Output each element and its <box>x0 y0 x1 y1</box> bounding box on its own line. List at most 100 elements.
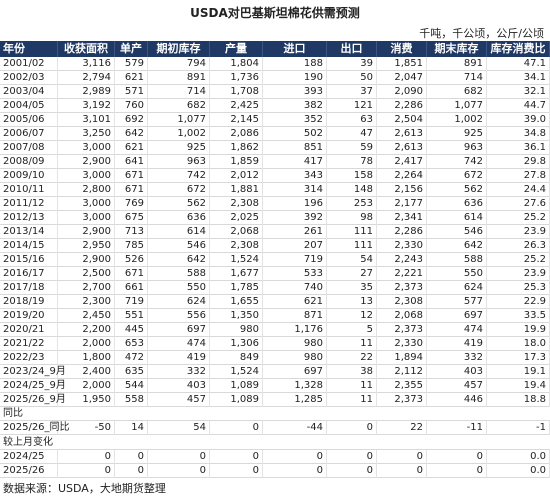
cell: 158 <box>327 169 377 183</box>
cell: 332 <box>427 351 487 365</box>
cell: 47.1 <box>487 57 550 71</box>
cell: 2,156 <box>377 183 427 197</box>
row-label: 2023/24_9月 <box>0 365 66 379</box>
cell: 697 <box>263 365 327 379</box>
cell: 314 <box>263 183 327 197</box>
cell: 714 <box>148 85 210 99</box>
cell: 35 <box>327 281 377 295</box>
cell: 17.3 <box>487 351 550 365</box>
cell: 1,708 <box>210 85 263 99</box>
row-label: 2007/08 <box>0 141 58 155</box>
cell: 2,308 <box>377 295 427 309</box>
cell: -11 <box>427 421 487 435</box>
cell: 3,000 <box>58 211 115 225</box>
row-label: 2024/25 <box>0 450 58 464</box>
cell: 1,800 <box>58 351 115 365</box>
cell: 0.0 <box>487 464 550 478</box>
cell: 148 <box>327 183 377 197</box>
data-row: 2008/09 2,900 641 963 1,859 417 78 2,417 742 29.8 <box>0 155 550 169</box>
cell: 13 <box>327 295 377 309</box>
cell: 22 <box>377 421 427 435</box>
cell: 0 <box>327 421 377 435</box>
data-row: 2014/15 2,950 785 546 2,308 207 111 2,330 642 26.… <box>0 239 550 253</box>
cell: 2,086 <box>210 127 263 141</box>
cell: 25.2 <box>487 211 550 225</box>
cell: 25.3 <box>487 281 550 295</box>
cell: 消费 <box>377 41 427 57</box>
data-row: 2001/02 3,116 579 794 1,804 188 39 1,851 891 47.1 <box>0 57 550 71</box>
cell: 419 <box>148 351 210 365</box>
cell: 2,400 <box>58 365 115 379</box>
cell: 261 <box>263 225 327 239</box>
cell: 78 <box>327 155 377 169</box>
cell: 3,250 <box>58 127 115 141</box>
data-row: 2007/08 3,000 621 925 1,862 851 59 2,613 963 36.1 <box>0 141 550 155</box>
row-label: 2021/22 <box>0 337 58 351</box>
cell: 533 <box>263 267 327 281</box>
cell: 2,989 <box>58 85 115 99</box>
data-row: 2002/03 2,794 621 891 1,736 190 50 2,047 714 34.1 <box>0 71 550 85</box>
cell: 2,700 <box>58 281 115 295</box>
row-label: 2015/16 <box>0 253 58 267</box>
data-row: 2010/11 2,800 671 672 1,881 314 148 2,156 562 24.… <box>0 183 550 197</box>
cell: 2,286 <box>377 99 427 113</box>
cell: 39 <box>327 57 377 71</box>
cell: 2,308 <box>210 239 263 253</box>
data-row: 2024/25_9月 2,000 544 403 1,089 1,328 11 2,355 45… <box>0 379 550 393</box>
cell: 3,000 <box>58 141 115 155</box>
cell: 1,350 <box>210 309 263 323</box>
cell: 11 <box>327 393 377 407</box>
cell: 661 <box>115 281 148 295</box>
data-row: 2020/21 2,200 445 697 980 1,176 5 2,373 474 19.9 <box>0 323 550 337</box>
cell: 474 <box>427 323 487 337</box>
cell: 0 <box>427 450 487 464</box>
units: 千吨，千公顷，公斤/公顷 <box>419 27 544 40</box>
cell: 0 <box>327 450 377 464</box>
cell: 2,417 <box>377 155 427 169</box>
section-label-text: 同比 <box>3 408 23 419</box>
cell: 588 <box>427 253 487 267</box>
cell: 588 <box>148 267 210 281</box>
cell: 111 <box>327 225 377 239</box>
cell: 546 <box>427 225 487 239</box>
cell: 38 <box>327 365 377 379</box>
cell: 2,025 <box>210 211 263 225</box>
cell: 1,285 <box>263 393 327 407</box>
data-row: 2022/23 1,800 472 419 849 980 22 1,894 332 17.3 <box>0 351 550 365</box>
cell: 713 <box>115 225 148 239</box>
cell: 621 <box>115 141 148 155</box>
row-label: 2025/26 <box>0 464 58 478</box>
cell: 1,089 <box>210 393 263 407</box>
cell: 2,112 <box>377 365 427 379</box>
cell: 50 <box>327 71 377 85</box>
cell: 1,881 <box>210 183 263 197</box>
cell: 980 <box>210 323 263 337</box>
cell: 5 <box>327 323 377 337</box>
cell: 进口 <box>263 41 327 57</box>
cell: 产量 <box>210 41 263 57</box>
cell: 1,002 <box>427 113 487 127</box>
cell: 单产 <box>115 41 148 57</box>
cell: -50 <box>58 421 115 435</box>
cell: 2,425 <box>210 99 263 113</box>
cell: 2,243 <box>377 253 427 267</box>
cell: 343 <box>263 169 327 183</box>
cell: 2,355 <box>377 379 427 393</box>
cell: 403 <box>427 365 487 379</box>
cell: 0 <box>263 464 327 478</box>
cell: 614 <box>427 211 487 225</box>
cell: 54 <box>148 421 210 435</box>
cell: 671 <box>115 169 148 183</box>
cell: 19.9 <box>487 323 550 337</box>
cell: 714 <box>427 71 487 85</box>
cell: 0 <box>263 450 327 464</box>
cell: 121 <box>327 99 377 113</box>
cell: 196 <box>263 197 327 211</box>
cell: 550 <box>148 281 210 295</box>
row-label: 2010/11 <box>0 183 58 197</box>
cell: 457 <box>427 379 487 393</box>
row-label: 2012/13 <box>0 211 58 225</box>
row-label: 2002/03 <box>0 71 58 85</box>
row-label: 2025/26_同比 <box>0 421 70 435</box>
